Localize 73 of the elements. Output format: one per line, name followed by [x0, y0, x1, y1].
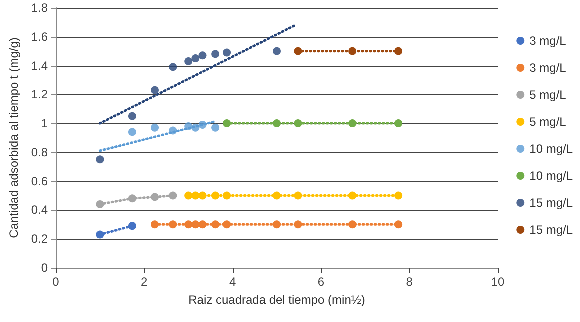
point — [294, 120, 302, 128]
point — [151, 193, 160, 202]
point — [169, 192, 178, 200]
y-axis-title: Cantidad adsorbida al tiempo t (mg/g) — [7, 38, 21, 238]
point — [294, 47, 302, 56]
point — [169, 63, 178, 72]
point — [192, 54, 200, 63]
y-tick-label: 0.6 — [31, 174, 48, 188]
point — [348, 220, 357, 229]
x-tick-label: 4 — [229, 275, 236, 289]
point — [294, 192, 302, 200]
point — [184, 192, 193, 200]
x-tick-label: 6 — [318, 275, 325, 289]
x-tick-label: 2 — [141, 275, 148, 289]
point — [394, 192, 403, 200]
y-tick-label: 0.8 — [31, 145, 48, 160]
point — [184, 57, 193, 66]
y-tick-label: 0.4 — [31, 203, 48, 218]
x-axis-title: Raiz cuadrada del tiempo (min½) — [188, 293, 366, 307]
point — [198, 220, 207, 229]
legend-label: 15 mg/L — [530, 223, 574, 237]
point — [198, 52, 207, 60]
point — [198, 192, 207, 200]
y-tick-label: 1.6 — [31, 30, 48, 44]
y-tick-label: 1.8 — [31, 1, 48, 15]
point — [212, 50, 220, 58]
point — [273, 47, 281, 56]
point — [223, 220, 232, 229]
point — [96, 156, 104, 164]
point — [348, 120, 357, 128]
point — [223, 120, 232, 128]
point — [96, 230, 104, 239]
point — [184, 220, 193, 229]
legend-label: 10 mg/L — [530, 142, 574, 156]
point — [151, 124, 160, 132]
point — [273, 120, 281, 128]
point — [192, 220, 200, 229]
point — [151, 220, 160, 229]
point — [96, 200, 104, 208]
legend-label: 5 mg/L — [530, 115, 567, 129]
point — [212, 124, 220, 132]
point — [348, 192, 357, 200]
y-tick-label: 0.2 — [31, 232, 48, 246]
legend-label: 10 mg/L — [530, 169, 574, 183]
point — [128, 222, 136, 230]
x-tick-label: 8 — [406, 275, 414, 289]
point — [169, 220, 178, 229]
point — [223, 48, 232, 57]
point — [192, 192, 200, 200]
y-tick-label: 1 — [41, 116, 48, 131]
legend-label: 5 mg/L — [530, 88, 567, 102]
point — [273, 192, 281, 200]
legend-label: 3 mg/L — [530, 61, 567, 75]
x-tick-label: 10 — [491, 275, 505, 289]
point — [348, 47, 357, 56]
legend-label: 3 mg/L — [530, 34, 567, 48]
point — [223, 192, 232, 200]
legend-label: 15 mg/L — [530, 196, 574, 210]
x-tick-label: 0 — [52, 275, 60, 289]
point — [128, 194, 136, 203]
point — [151, 86, 160, 94]
point — [273, 220, 281, 229]
point — [394, 220, 403, 229]
point — [128, 112, 136, 120]
point — [294, 220, 302, 229]
point — [128, 128, 136, 136]
y-tick-label: 0 — [41, 261, 48, 275]
point — [212, 220, 220, 229]
y-tick-label: 1.2 — [31, 88, 48, 102]
point — [394, 120, 403, 128]
point — [394, 47, 403, 56]
point — [212, 192, 220, 200]
y-tick-label: 1.4 — [31, 58, 48, 73]
